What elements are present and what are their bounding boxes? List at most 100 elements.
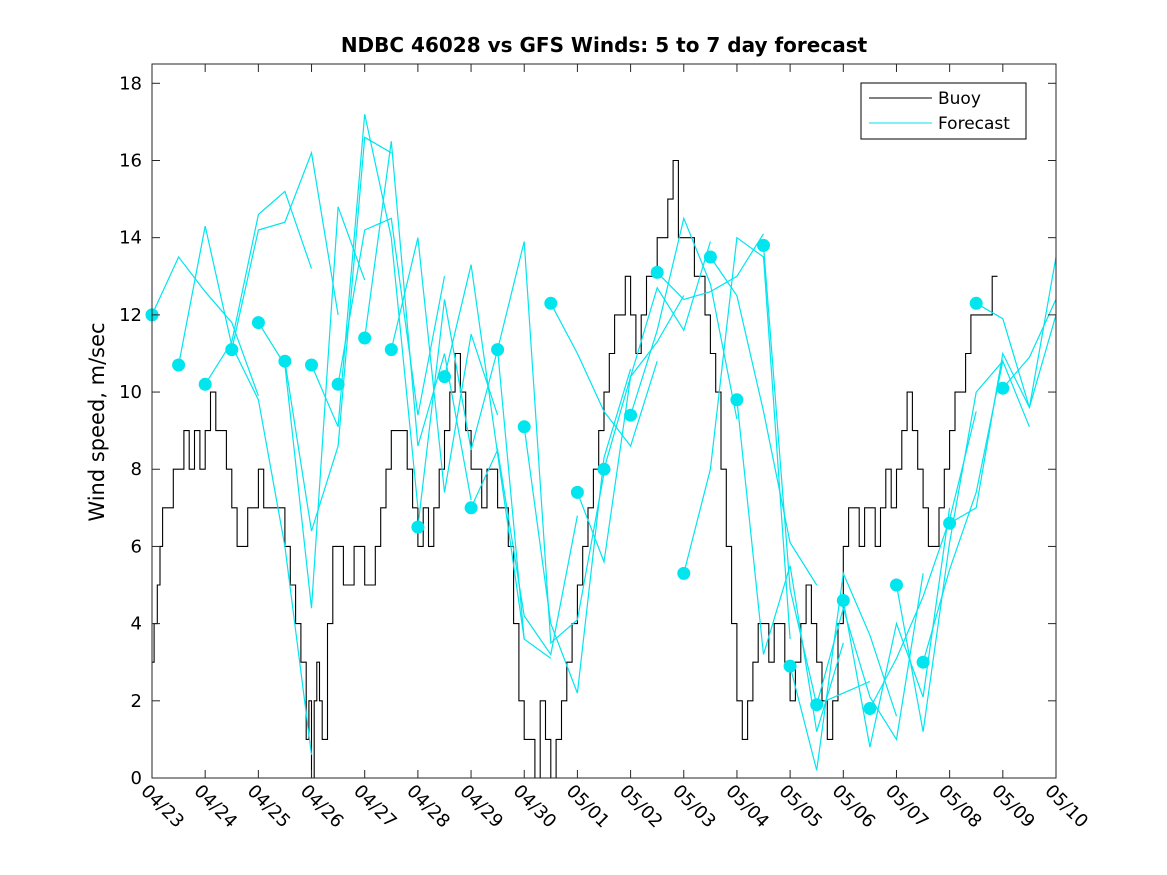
x-tick-label: 04/30 xyxy=(509,781,561,833)
forecast-marker-4 xyxy=(225,343,239,357)
y-tick-label: 4 xyxy=(131,614,142,635)
plot-area: 0 2 4 6 8 10 12 14 16 18 04/23 04/24 04/25 04/26 04/27… xyxy=(119,63,1092,833)
forecast-marker-22 xyxy=(703,250,717,264)
y-tick-label: 8 xyxy=(131,459,142,480)
forecast-series-line-27 xyxy=(842,507,951,748)
x-tick-label: 04/28 xyxy=(402,781,454,833)
forecast-series-line-29 xyxy=(895,360,1004,732)
forecast-marker-20 xyxy=(650,265,664,279)
forecast-series-line-3 xyxy=(204,190,313,385)
forecast-marker-23 xyxy=(730,393,744,407)
forecast-series-line-30 xyxy=(922,359,1030,663)
forecast-series-line-9 xyxy=(364,141,472,501)
forecast-series-line-25 xyxy=(789,571,898,771)
y-tick-label: 12 xyxy=(119,305,142,326)
forecast-series-line-10 xyxy=(390,237,499,493)
x-tick-label: 05/10 xyxy=(1040,781,1092,833)
x-tick-label: 04/25 xyxy=(243,781,295,833)
forecast-series-line-19 xyxy=(630,216,738,420)
y-tick-label: 16 xyxy=(119,150,142,171)
forecast-series-line-20 xyxy=(656,233,765,301)
forecast-series-line-4 xyxy=(231,150,339,350)
y-tick-label: 6 xyxy=(131,536,142,557)
y-axis-label: Wind speed, m/sec xyxy=(85,322,109,521)
x-tick-label: 05/03 xyxy=(668,781,720,833)
forecast-marker-8 xyxy=(331,377,345,391)
x-tick-label: 04/24 xyxy=(190,781,242,833)
y-tick-label: 18 xyxy=(119,73,142,94)
legend-forecast-label: Forecast xyxy=(938,114,1010,134)
forecast-marker-12 xyxy=(438,370,451,384)
legend-buoy-label: Buoy xyxy=(938,89,981,109)
forecast-marker-2 xyxy=(172,358,186,372)
forecast-series-line-12 xyxy=(443,264,552,659)
forecast-series-line-32 xyxy=(975,256,1057,408)
forecast-series-line-11 xyxy=(417,299,525,640)
legend: Buoy Forecast xyxy=(860,82,1027,140)
x-tick-label: 04/29 xyxy=(456,781,508,833)
forecast-marker-27 xyxy=(836,594,850,607)
chart-title: NDBC 46028 vs GFS Winds: 5 to 7 day fore… xyxy=(341,33,868,57)
forecast-series-line-2 xyxy=(178,225,313,755)
buoy-series-line xyxy=(152,159,998,779)
forecast-marker-16 xyxy=(544,296,558,310)
forecast-series-line-22 xyxy=(709,256,818,586)
forecast-marker-30 xyxy=(916,655,930,669)
forecast-series-line-7 xyxy=(310,114,419,508)
y-tick-label: 0 xyxy=(131,768,142,789)
forecast-marker-29 xyxy=(890,578,903,592)
x-tick-label: 05/05 xyxy=(775,781,827,833)
forecast-series-line-8 xyxy=(337,217,446,416)
forecast-marker-18 xyxy=(597,462,611,476)
axes-box xyxy=(151,63,1057,779)
forecast-series-line-5 xyxy=(257,206,366,609)
forecast-marker-10 xyxy=(384,343,398,357)
forecast-marker-5 xyxy=(251,316,265,330)
x-tick-label: 05/04 xyxy=(721,781,773,833)
forecast-marker-26 xyxy=(810,698,824,712)
forecast-series-line-18 xyxy=(603,241,711,470)
x-tick-label: 05/06 xyxy=(828,781,880,833)
forecast-marker-19 xyxy=(624,408,638,422)
y-tick-label: 2 xyxy=(131,691,142,712)
forecast-marker-15 xyxy=(517,420,531,434)
forecast-series-line-28 xyxy=(869,411,977,709)
forecast-marker-14 xyxy=(491,343,505,357)
y-tick-label: 10 xyxy=(119,382,142,403)
x-tick-label: 05/08 xyxy=(934,781,986,833)
forecast-marker-32 xyxy=(969,296,983,310)
forecast-marker-3 xyxy=(198,377,212,391)
y-tick-label: 14 xyxy=(119,228,142,249)
forecast-marker-11 xyxy=(411,520,425,534)
x-tick-label: 05/07 xyxy=(881,781,933,833)
forecast-marker-31 xyxy=(943,516,957,530)
x-tick-label: 05/02 xyxy=(615,781,667,833)
forecast-series-line-31 xyxy=(949,314,1057,524)
x-tick-label: 04/27 xyxy=(349,781,401,833)
forecast-series-line-14 xyxy=(497,241,605,645)
x-tick-label: 04/23 xyxy=(136,781,188,833)
forecast-marker-24 xyxy=(757,238,770,252)
legend-box xyxy=(860,82,1027,140)
forecast-series-line-15 xyxy=(523,368,632,694)
forecast-series-line-1 xyxy=(151,255,259,397)
x-tick-label: 05/09 xyxy=(987,781,1039,833)
forecast-marker-13 xyxy=(464,501,478,515)
forecast-series-line-16 xyxy=(550,303,658,448)
x-tick-label: 04/26 xyxy=(296,781,348,833)
forecast-marker-7 xyxy=(305,358,318,372)
forecast-marker-17 xyxy=(570,485,584,499)
forecast-marker-33 xyxy=(996,381,1010,395)
forecast-marker-28 xyxy=(863,702,877,715)
forecast-marker-6 xyxy=(278,354,292,368)
forecast-series-line-6 xyxy=(284,136,392,532)
x-tick-label: 05/01 xyxy=(562,781,614,833)
forecast-series-line-21 xyxy=(683,236,791,640)
forecast-marker-9 xyxy=(358,331,372,345)
forecast-marker-25 xyxy=(783,659,797,673)
forecast-series-line-33 xyxy=(1002,299,1057,389)
forecast-series-line-26 xyxy=(816,573,924,742)
forecast-series-line-13 xyxy=(470,447,578,657)
forecast-marker-21 xyxy=(677,566,691,580)
